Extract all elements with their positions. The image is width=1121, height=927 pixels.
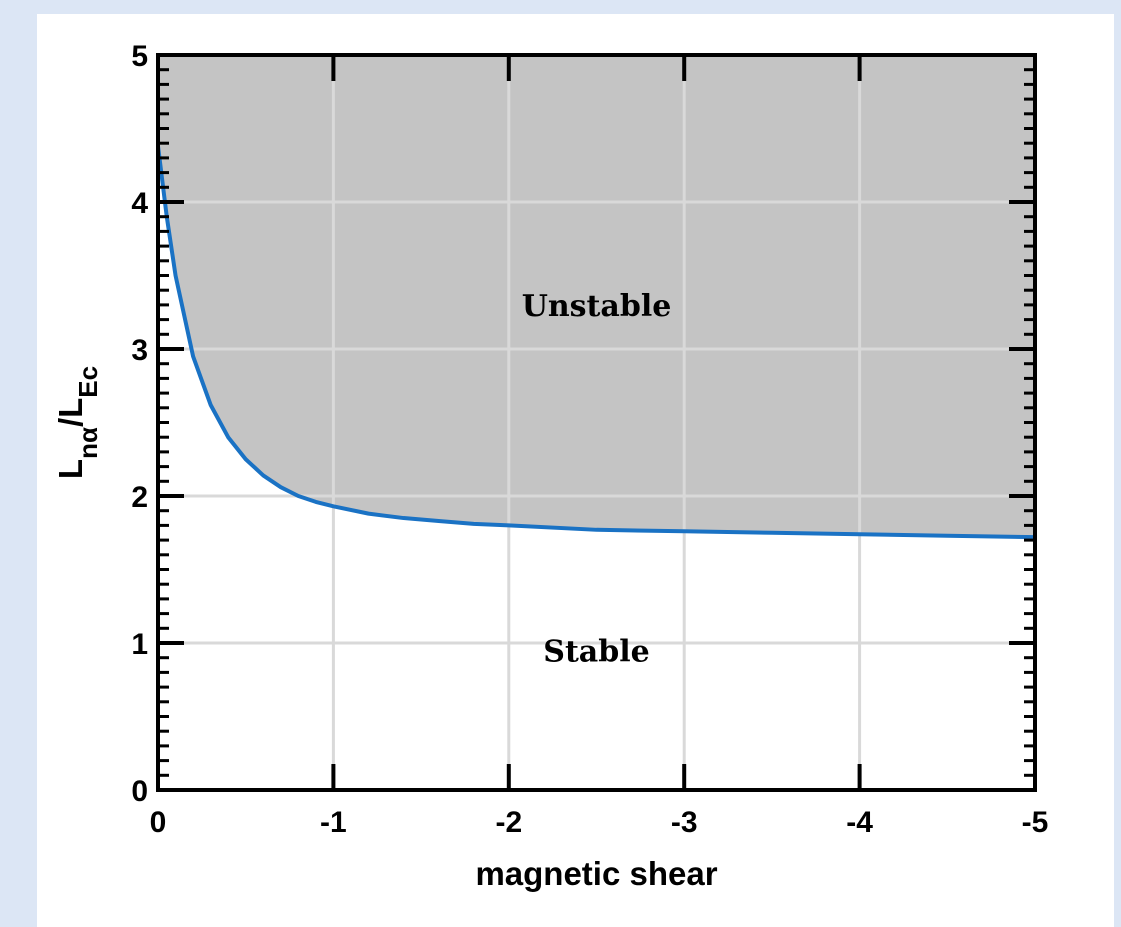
x-tick-label: -5 (1022, 806, 1049, 839)
x-tick-label: -1 (320, 806, 347, 839)
x-tick-label: -3 (671, 806, 698, 839)
x-tick-label: 0 (150, 806, 167, 839)
y-tick-label: 0 (131, 775, 148, 808)
x-axis-title: magnetic shear (475, 855, 717, 892)
series-line (156, 144, 1037, 540)
y-tick-labels: 0 1 2 3 4 5 (131, 40, 148, 808)
y-tick-label: 4 (131, 187, 148, 220)
chart-figure: 0 -1 -2 -3 -4 -5 0 1 2 3 4 5 Unstable Stable magnet… (37, 14, 1114, 927)
y-axis-title: Lnα/LEc (52, 366, 103, 479)
series-lines (156, 144, 1037, 540)
y-tick-label: 5 (131, 40, 148, 73)
region-annotations: Unstable Stable (522, 289, 672, 669)
y-axis-title-main: L (52, 459, 89, 479)
y-tick-label: 1 (131, 628, 148, 661)
unstable-fill-area (158, 55, 1035, 538)
chart-svg: 0 -1 -2 -3 -4 -5 0 1 2 3 4 5 Unstable Stable magnet… (52, 40, 1049, 892)
x-tick-label: -4 (846, 806, 873, 839)
x-tick-label: -2 (495, 806, 522, 839)
y-axis-title-sub1: nα (73, 427, 103, 459)
plot-frame (156, 53, 1037, 792)
y-tick-label: 2 (131, 481, 148, 514)
x-tick-labels: 0 -1 -2 -3 -4 -5 (150, 806, 1049, 839)
region-label-unstable: Unstable (522, 289, 672, 324)
y-tick-label: 3 (131, 334, 148, 367)
y-axis-title-sub2: Ec (73, 366, 103, 398)
unstable-region-fill (158, 55, 1035, 538)
region-label-stable: Stable (543, 634, 649, 669)
y-axis-title-slash: /L (52, 398, 89, 427)
grid-lines (158, 55, 1035, 790)
